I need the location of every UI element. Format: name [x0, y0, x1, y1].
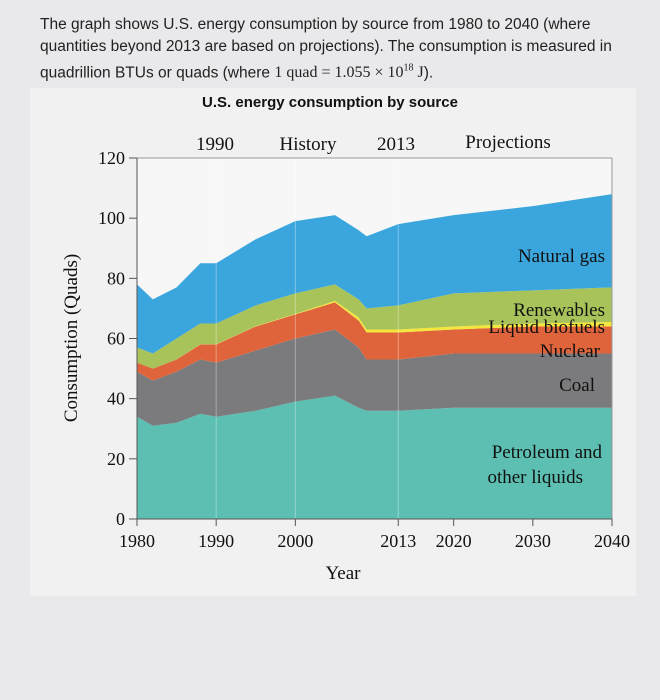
- area-petroleum-and-other-liquids: [137, 395, 612, 519]
- areas: [137, 158, 612, 519]
- label-petroleum-line1: Petroleum and: [492, 442, 603, 463]
- y-tick-label: 100: [98, 208, 125, 228]
- top-label-projections: Projections: [465, 132, 551, 153]
- x-tick-label: 2030: [515, 531, 551, 551]
- y-axis-label: Consumption (Quads): [61, 254, 82, 422]
- top-label-1990: 1990: [196, 134, 234, 155]
- formula-base: 1 quad = 1.055 × 10: [274, 64, 404, 82]
- y-tick-label: 40: [107, 389, 125, 409]
- caption-text: The graph shows U.S. energy consumption …: [40, 16, 612, 82]
- x-tick-label: 1980: [119, 531, 155, 551]
- x-tick-label: 2040: [594, 531, 630, 551]
- y-tick-label: 0: [116, 509, 125, 529]
- x-tick-label: 2013: [380, 531, 416, 551]
- y-tick-label: 20: [107, 449, 125, 469]
- area-natural-gas: [137, 194, 612, 354]
- y-tick-label: 120: [98, 148, 125, 168]
- chart-title: U.S. energy consumption by source: [202, 94, 458, 111]
- area-coal: [137, 329, 612, 426]
- caption-end: ).: [423, 64, 434, 82]
- gridlines: [137, 157, 613, 519]
- label-nuclear: Nuclear: [540, 341, 601, 362]
- x-tick-label: 1990: [198, 531, 234, 551]
- label-coal: Coal: [559, 375, 595, 396]
- label-renewables: Renewables: [513, 300, 605, 321]
- label-natural-gas: Natural gas: [518, 246, 605, 267]
- caption: The graph shows U.S. energy consumption …: [40, 14, 640, 84]
- caption-formula: 1 quad = 1.055 × 1018 J: [274, 63, 424, 82]
- area-nuclear: [137, 302, 612, 381]
- label-petroleum-line2: other liquids: [487, 467, 583, 488]
- y-tick-label: 60: [107, 329, 125, 349]
- x-tick-label: 2020: [436, 531, 472, 551]
- top-label-2013: 2013: [377, 134, 415, 155]
- formula-unit: J: [413, 64, 424, 82]
- x-axis-label: Year: [325, 563, 361, 584]
- x-tick-label: 2000: [277, 531, 313, 551]
- y-tick-label: 80: [107, 268, 125, 288]
- label-liquid-biofuels: Liquid biofuels: [488, 317, 605, 338]
- formula-exponent: 18: [403, 63, 414, 74]
- top-label-history: History: [280, 134, 338, 155]
